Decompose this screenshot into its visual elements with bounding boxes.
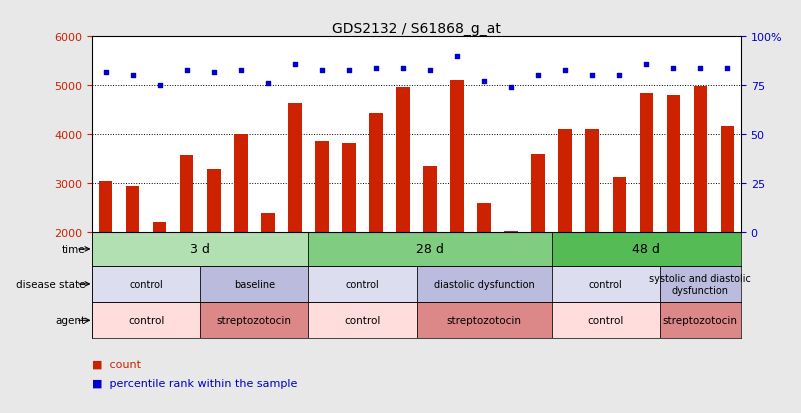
Bar [288,104,302,233]
Bar [92,233,308,266]
Text: 28 d: 28 d [416,243,444,256]
Bar [423,166,437,233]
Bar [552,302,660,339]
Bar [308,302,417,339]
Title: GDS2132 / S61868_g_at: GDS2132 / S61868_g_at [332,22,501,36]
Text: control: control [345,279,380,289]
Text: streptozotocin: streptozotocin [447,316,521,325]
Text: baseline: baseline [234,279,275,289]
Text: time: time [62,244,86,254]
Bar [558,130,572,233]
Bar [477,203,491,233]
Point [505,85,517,91]
Text: control: control [588,316,624,325]
Text: agent: agent [55,316,86,325]
Bar [396,88,410,233]
Point [721,65,734,72]
Point [369,65,382,72]
Text: disease state: disease state [16,279,86,289]
Bar [126,186,139,233]
Point [180,67,193,74]
Bar [180,156,194,233]
Bar [207,170,220,233]
Text: control: control [128,316,164,325]
Bar [342,143,356,233]
Bar [92,302,200,339]
Bar [613,178,626,233]
Point [477,79,490,85]
Bar [369,114,383,233]
Point [207,69,220,76]
Bar [531,154,545,233]
Point [559,67,572,74]
Bar [308,266,417,302]
Text: ■  count: ■ count [92,358,141,368]
Point [127,73,139,80]
Point [451,53,464,60]
Text: diastolic dysfunction: diastolic dysfunction [433,279,534,289]
Bar [261,213,275,233]
Point [288,61,301,68]
Text: streptozotocin: streptozotocin [217,316,292,325]
Text: streptozotocin: streptozotocin [663,316,738,325]
Bar [666,95,680,233]
Point [396,65,409,72]
Point [343,67,356,74]
Point [424,67,437,74]
Bar [552,233,741,266]
Text: control: control [129,279,163,289]
Bar [450,81,464,233]
Bar [308,233,552,266]
Bar [153,223,167,233]
Point [640,61,653,68]
Point [153,83,166,89]
Bar [660,266,741,302]
Text: 48 d: 48 d [632,243,660,256]
Text: control: control [344,316,380,325]
Bar [417,302,552,339]
Text: 3 d: 3 d [191,243,210,256]
Bar [200,266,308,302]
Bar [417,266,552,302]
Point [316,67,328,74]
Bar [92,266,200,302]
Point [235,67,248,74]
Text: control: control [589,279,622,289]
Bar [721,127,735,233]
Bar [552,266,660,302]
Bar [315,141,328,233]
Point [667,65,680,72]
Bar [234,135,248,233]
Point [586,73,598,80]
Text: systolic and diastolic
dysfunction: systolic and diastolic dysfunction [650,273,751,295]
Point [613,73,626,80]
Bar [694,87,707,233]
Point [532,73,545,80]
Bar [99,181,112,233]
Bar [505,231,518,233]
Bar [586,130,599,233]
Bar [200,302,308,339]
Point [99,69,112,76]
Bar [639,93,653,233]
Text: ■  percentile rank within the sample: ■ percentile rank within the sample [92,379,297,389]
Point [261,81,274,88]
Bar [660,302,741,339]
Point [694,65,706,72]
